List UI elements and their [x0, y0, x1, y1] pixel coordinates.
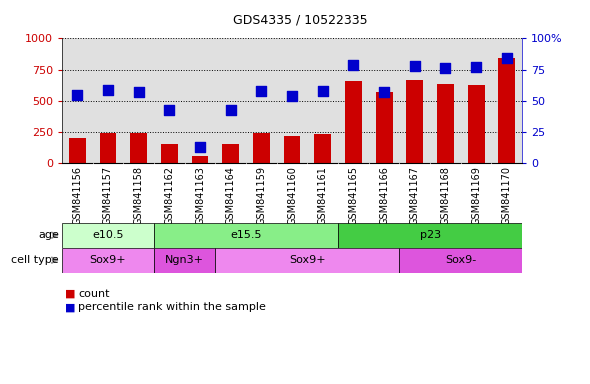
Text: GSM841161: GSM841161: [318, 166, 327, 225]
Point: [287, 93, 297, 99]
Point: [471, 64, 481, 70]
Bar: [222, 144, 239, 163]
Bar: [314, 134, 331, 163]
Bar: [399, 248, 522, 273]
Bar: [154, 223, 338, 248]
Point: [349, 61, 358, 68]
Text: GSM841160: GSM841160: [287, 166, 297, 225]
Point: [257, 88, 266, 94]
Text: GSM841163: GSM841163: [195, 166, 205, 225]
Text: GSM841158: GSM841158: [134, 166, 143, 225]
Point: [502, 55, 512, 61]
Text: Sox9+: Sox9+: [90, 255, 126, 265]
Text: Sox9+: Sox9+: [289, 255, 326, 265]
Point: [318, 88, 327, 94]
Text: GSM841162: GSM841162: [165, 166, 174, 225]
Text: p23: p23: [419, 230, 441, 240]
Text: ■: ■: [65, 302, 76, 312]
Bar: [130, 132, 147, 163]
Text: Sox9-: Sox9-: [445, 255, 476, 265]
Text: ■: ■: [65, 289, 76, 299]
Bar: [284, 136, 300, 163]
Point: [134, 89, 143, 95]
Text: GDS4335 / 10522335: GDS4335 / 10522335: [233, 14, 368, 27]
Point: [73, 91, 82, 98]
Bar: [100, 132, 116, 163]
Point: [441, 65, 450, 71]
Text: GSM841159: GSM841159: [257, 166, 266, 225]
Point: [379, 89, 389, 95]
Text: count: count: [78, 289, 110, 299]
Text: GSM841166: GSM841166: [379, 166, 389, 225]
Text: GSM841164: GSM841164: [226, 166, 235, 225]
Text: Ngn3+: Ngn3+: [165, 255, 204, 265]
Text: cell type: cell type: [11, 255, 59, 265]
Text: GSM841157: GSM841157: [103, 166, 113, 225]
Text: GSM841169: GSM841169: [471, 166, 481, 225]
Text: e15.5: e15.5: [230, 230, 262, 240]
Bar: [62, 223, 154, 248]
Bar: [437, 84, 454, 163]
Text: GSM841168: GSM841168: [441, 166, 450, 225]
Bar: [345, 81, 362, 163]
Point: [410, 63, 419, 69]
Bar: [407, 79, 423, 163]
Point: [165, 106, 174, 113]
Bar: [62, 248, 154, 273]
Text: GSM841165: GSM841165: [349, 166, 358, 225]
Point: [226, 106, 235, 113]
Text: GSM841156: GSM841156: [73, 166, 82, 225]
Bar: [338, 223, 522, 248]
Bar: [192, 156, 208, 163]
Bar: [376, 92, 392, 163]
Text: percentile rank within the sample: percentile rank within the sample: [78, 302, 266, 312]
Bar: [161, 144, 178, 163]
Point: [195, 144, 205, 150]
Bar: [154, 248, 215, 273]
Bar: [499, 58, 515, 163]
Bar: [215, 248, 399, 273]
Bar: [253, 133, 270, 163]
Text: GSM841167: GSM841167: [410, 166, 419, 225]
Text: e10.5: e10.5: [92, 230, 124, 240]
Text: GSM841170: GSM841170: [502, 166, 512, 225]
Bar: [468, 84, 484, 163]
Point: [103, 86, 113, 93]
Bar: [69, 138, 86, 163]
Text: age: age: [38, 230, 59, 240]
